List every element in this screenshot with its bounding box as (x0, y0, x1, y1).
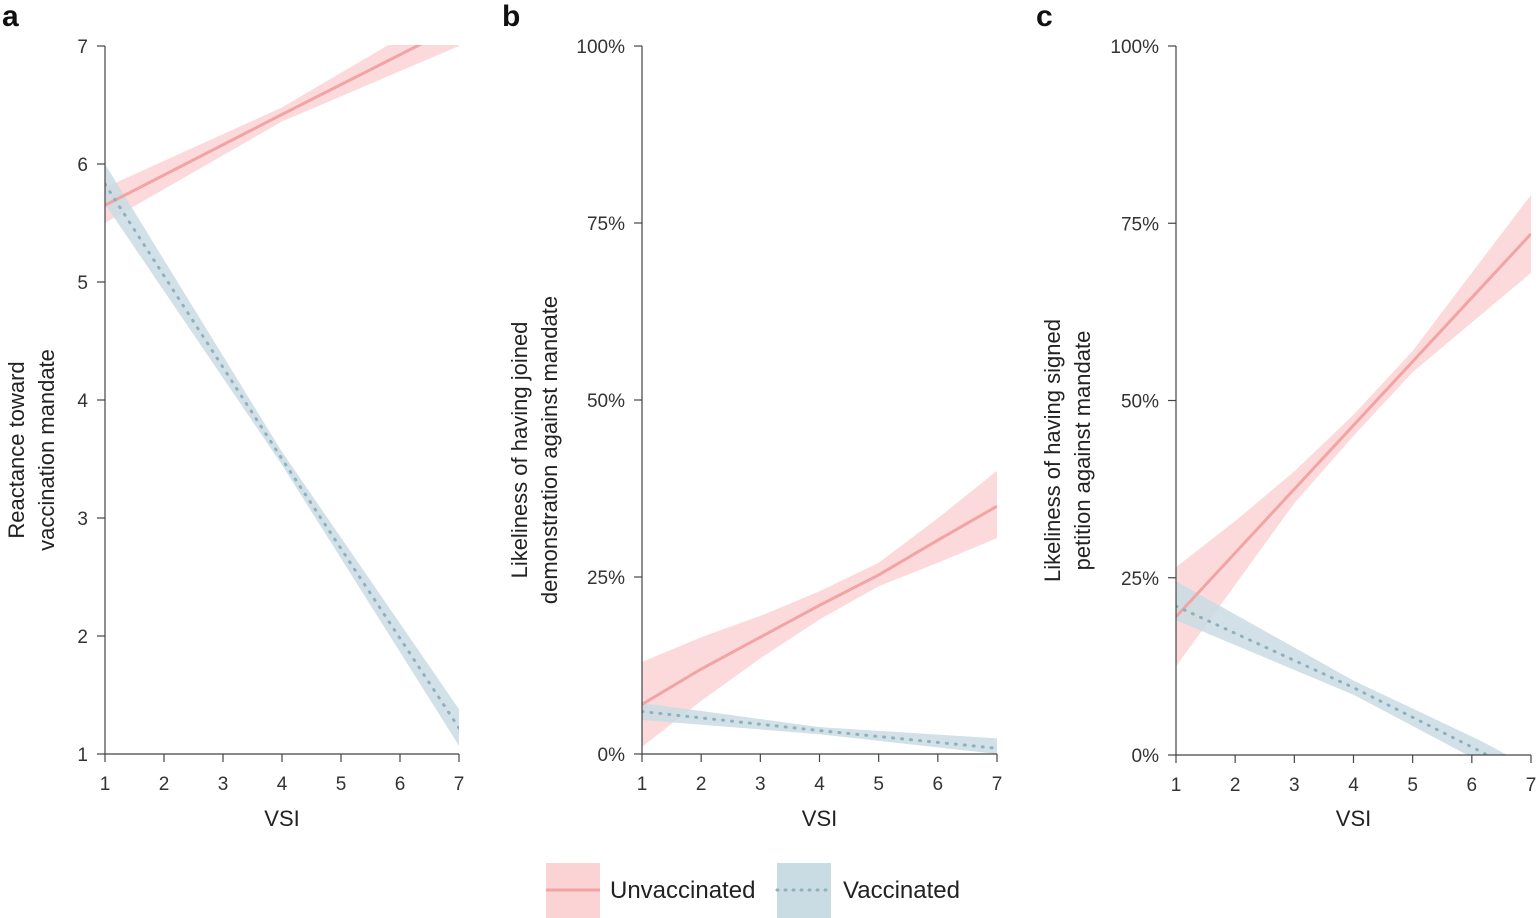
panel-b-y-axis-title: Likeliness of having joined (507, 322, 532, 579)
panel-c-vaccinated-line (1176, 604, 1491, 755)
panel-c-letter: c (1036, 0, 1053, 33)
panel-a-y-axis-title: vaccination mandate (34, 349, 59, 551)
panel-b-y-tick-label: 100% (576, 37, 625, 58)
panel-c-x-tick-label: 7 (1526, 775, 1536, 796)
panel-c-x-tick-label: 6 (1467, 775, 1478, 796)
panel-b-y-tick-label: 75% (587, 214, 625, 235)
panel-b-x-tick-label: 7 (992, 774, 1003, 795)
panel-a-y-tick-label: 4 (77, 391, 88, 412)
panel-c-x-axis-title: VSI (1336, 806, 1371, 831)
panel-a-plot-area (105, 45, 459, 746)
panel-b-x-tick-label: 6 (933, 774, 944, 795)
legend: Unvaccinated Vaccinated (546, 863, 960, 918)
panel-c-y-axis-title: Likeliness of having signed (1040, 319, 1065, 582)
panel-a-x-tick-label: 6 (395, 774, 406, 795)
panel-c-plot-area (1176, 194, 1531, 755)
panel-a-x-axis-title: VSI (264, 806, 299, 831)
panel-a-x-tick-label: 2 (159, 774, 170, 795)
panel-b-unvaccinated-confidence-band (642, 470, 997, 747)
panel-c-x-tick-label: 5 (1407, 775, 1418, 796)
panel-c-y-tick-label: 25% (1121, 569, 1159, 590)
panel-b-x-tick-label: 4 (814, 774, 825, 795)
panel-a-unvaccinated-line (105, 45, 423, 207)
panel-b-y-tick-label: 50% (587, 391, 625, 412)
panel-b-y-tick-label: 25% (587, 568, 625, 589)
panel-a-y-axis-title: Reactance toward (4, 361, 29, 538)
panel-a-y-tick-label: 1 (77, 745, 88, 766)
panel-c-unvaccinated-confidence-band (1176, 194, 1531, 667)
panel-b-x-tick-label: 5 (873, 774, 884, 795)
panel-c-x-tick-label: 1 (1171, 775, 1182, 796)
panel-c-chart: 1 2 3 4 5 6 7 0% 25% 50% 75% 100% VSI Likeliness of h… (1040, 37, 1536, 831)
panel-a-y-tick-label: 6 (77, 155, 88, 176)
panel-a-x-tick-label: 7 (454, 774, 465, 795)
panel-c-y-tick-label: 100% (1110, 37, 1159, 58)
panel-b-x-tick-label: 3 (755, 774, 766, 795)
panel-c-x-tick-label: 3 (1289, 775, 1300, 796)
panel-a-x-tick-label: 1 (100, 774, 111, 795)
panel-b-plot-area (642, 470, 997, 754)
panel-a-x-tick-label: 3 (218, 774, 229, 795)
panel-b-chart: 1 2 3 4 5 6 7 0% 25% 50% 75% 100% VSI Likeliness of h… (507, 37, 1002, 831)
panel-a-x-tick-label: 5 (336, 774, 347, 795)
panel-a-y-tick-label: 7 (77, 37, 88, 58)
panel-b-letter: b (502, 0, 520, 33)
panel-a-y-tick-label: 2 (77, 627, 88, 648)
panel-b-vaccinated-confidence-band (642, 703, 997, 754)
panel-a-vaccinated-line (105, 182, 459, 730)
panel-b-y-axis-title: demonstration against mandate (537, 296, 562, 604)
panel-c-x-tick-label: 4 (1348, 775, 1359, 796)
panel-b-x-tick-label: 1 (637, 774, 648, 795)
panel-b-vaccinated-line (642, 710, 997, 750)
panel-c-vaccinated-confidence-band (1176, 581, 1508, 755)
panel-a-letter: a (2, 0, 19, 33)
panel-c-axes (1175, 46, 1531, 756)
panel-b-y-tick-label: 0% (598, 745, 626, 766)
panel-b-x-tick-label: 2 (696, 774, 707, 795)
panel-a-x-tick-label: 4 (277, 774, 288, 795)
legend-unvaccinated-label: Unvaccinated (610, 877, 755, 904)
panel-a-y-tick-label: 3 (77, 509, 88, 530)
panel-a-chart: 1 2 3 4 5 6 7 1 2 3 4 5 6 7 VSI Reactance toward vaccina… (4, 37, 465, 831)
panel-c-y-tick-label: 50% (1121, 392, 1159, 413)
panel-c-y-tick-label: 0% (1132, 746, 1160, 767)
panel-c-y-axis-title: petition against mandate (1070, 331, 1095, 571)
panel-b-unvaccinated-line (642, 504, 997, 706)
panel-c-y-tick-label: 75% (1121, 214, 1159, 235)
panel-a-vaccinated-confidence-band (105, 164, 459, 746)
legend-vaccinated-label: Vaccinated (843, 877, 960, 904)
panel-c-unvaccinated-line (1176, 232, 1531, 618)
panel-a-y-tick-label: 5 (77, 273, 88, 294)
panel-b-x-axis-title: VSI (802, 806, 837, 831)
panel-c-x-tick-label: 2 (1230, 775, 1241, 796)
